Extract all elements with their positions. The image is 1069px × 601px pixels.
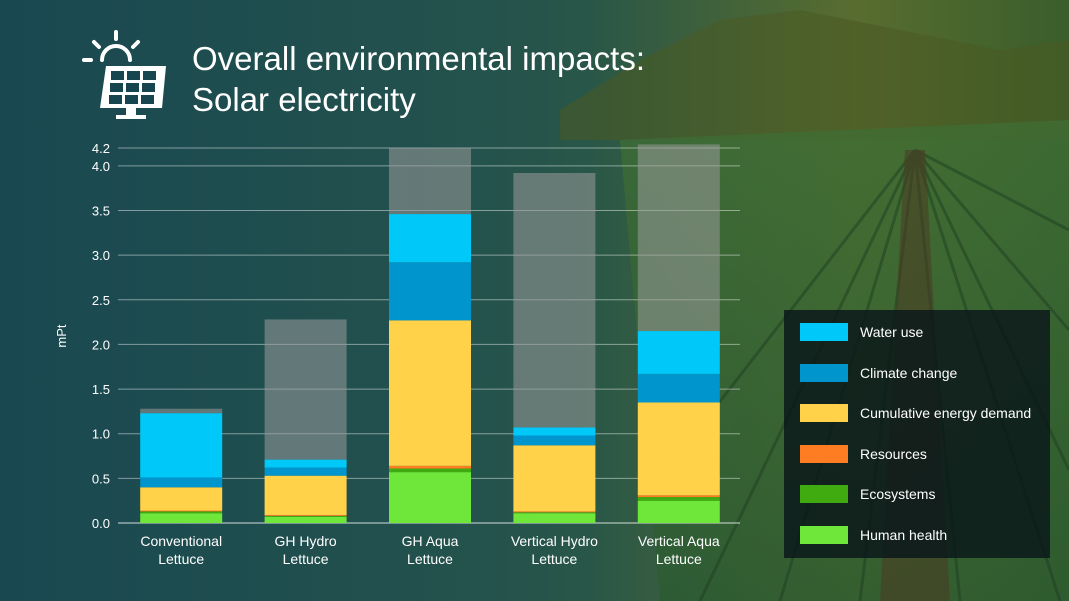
legend-swatch bbox=[800, 444, 848, 463]
y-tick-label: 3.0 bbox=[92, 248, 110, 263]
x-tick-label: GH Aqua bbox=[402, 533, 459, 549]
legend-swatch bbox=[800, 404, 848, 423]
y-tick-label: 0.0 bbox=[92, 516, 110, 531]
bar-segment-ecosystems bbox=[264, 515, 347, 517]
y-tick-label: 0.5 bbox=[92, 471, 110, 486]
legend-swatch bbox=[800, 363, 848, 382]
x-tick-label: Conventional bbox=[140, 533, 222, 549]
legend-label: Resources bbox=[860, 445, 927, 462]
y-axis-label: mPt bbox=[54, 324, 69, 348]
x-tick-label: Lettuce bbox=[407, 551, 453, 567]
bar-segment-climate-change bbox=[264, 467, 347, 476]
bar-segment-cumulative-energy-demand bbox=[513, 445, 596, 512]
bar-segment-other bbox=[389, 148, 471, 215]
y-tick-label: 2.5 bbox=[92, 293, 110, 308]
bar-segment-resources bbox=[637, 495, 720, 498]
bar-segment-other bbox=[637, 144, 720, 332]
bar-segment-climate-change bbox=[140, 477, 223, 488]
slide-title: Overall environmental impacts: Solar ele… bbox=[192, 38, 645, 120]
legend-swatch bbox=[800, 485, 848, 504]
bar-segment-resources bbox=[389, 465, 471, 469]
x-tick-label: Lettuce bbox=[283, 551, 329, 567]
bar-segment-water-use bbox=[513, 427, 596, 436]
legend-label: Water use bbox=[860, 324, 924, 340]
bar-segment-cumulative-energy-demand bbox=[389, 320, 471, 466]
x-tick-label: Lettuce bbox=[531, 551, 577, 567]
bar-segment-water-use bbox=[637, 331, 720, 374]
bar-segment-climate-change bbox=[637, 373, 720, 403]
y-tick-label: 4.0 bbox=[92, 159, 110, 174]
bar-segment-ecosystems bbox=[389, 468, 471, 473]
x-tick-label: Lettuce bbox=[656, 551, 702, 567]
y-tick-label: 2.0 bbox=[92, 337, 110, 352]
y-tick-label: 3.5 bbox=[92, 204, 110, 219]
legend-swatch bbox=[800, 323, 848, 341]
bar-segment-ecosystems bbox=[513, 512, 596, 514]
x-tick-label: Lettuce bbox=[158, 551, 204, 567]
bar-segment-ecosystems bbox=[140, 511, 223, 514]
y-tick-label: 1.0 bbox=[92, 427, 110, 442]
legend-label: Human health bbox=[860, 527, 948, 543]
bar-segment-human-health bbox=[513, 513, 596, 523]
bar-segment-other bbox=[513, 173, 596, 428]
y-tick-label: 4.2 bbox=[92, 141, 110, 156]
legend-label: Cumulative energy demand bbox=[860, 405, 1032, 422]
bar-segment-resources bbox=[140, 510, 223, 512]
bar-segment-human-health bbox=[637, 500, 720, 523]
bar-segment-cumulative-energy-demand bbox=[637, 402, 720, 496]
bar-segment-water-use bbox=[389, 214, 471, 263]
legend-swatch bbox=[800, 526, 848, 544]
x-tick-label: GH Hydro bbox=[274, 533, 336, 549]
bar-segment-climate-change bbox=[513, 435, 596, 446]
bar-segment-human-health bbox=[389, 472, 471, 523]
bar-segment-climate-change bbox=[389, 262, 471, 321]
bar-segment-ecosystems bbox=[637, 497, 720, 501]
bar-segment-resources bbox=[264, 514, 347, 516]
x-tick-label: Vertical Hydro bbox=[511, 533, 598, 549]
bar-segment-cumulative-energy-demand bbox=[264, 475, 347, 515]
x-tick-label: Vertical Aqua bbox=[638, 533, 720, 549]
chart-legend: Water use Climate change Cumulative energy… bbox=[784, 310, 1050, 558]
legend-label: Ecosystems bbox=[860, 486, 936, 503]
bar-segment-other bbox=[264, 319, 347, 460]
bar-segment-human-health bbox=[264, 516, 347, 523]
bar-segment-water-use bbox=[140, 413, 223, 478]
solar-panel-icon bbox=[82, 30, 166, 119]
bar-segment-cumulative-energy-demand bbox=[140, 487, 223, 511]
title-line-1: Overall environmental impacts: bbox=[192, 40, 646, 77]
legend-label: Climate change bbox=[860, 364, 958, 381]
bar-segment-resources bbox=[513, 511, 596, 513]
bar-segment-human-health bbox=[140, 513, 223, 523]
title-line-2: Solar electricity bbox=[192, 81, 416, 118]
y-tick-label: 1.5 bbox=[92, 382, 110, 397]
bar-segment-water-use bbox=[264, 459, 347, 468]
bar-segment-other bbox=[140, 408, 223, 414]
